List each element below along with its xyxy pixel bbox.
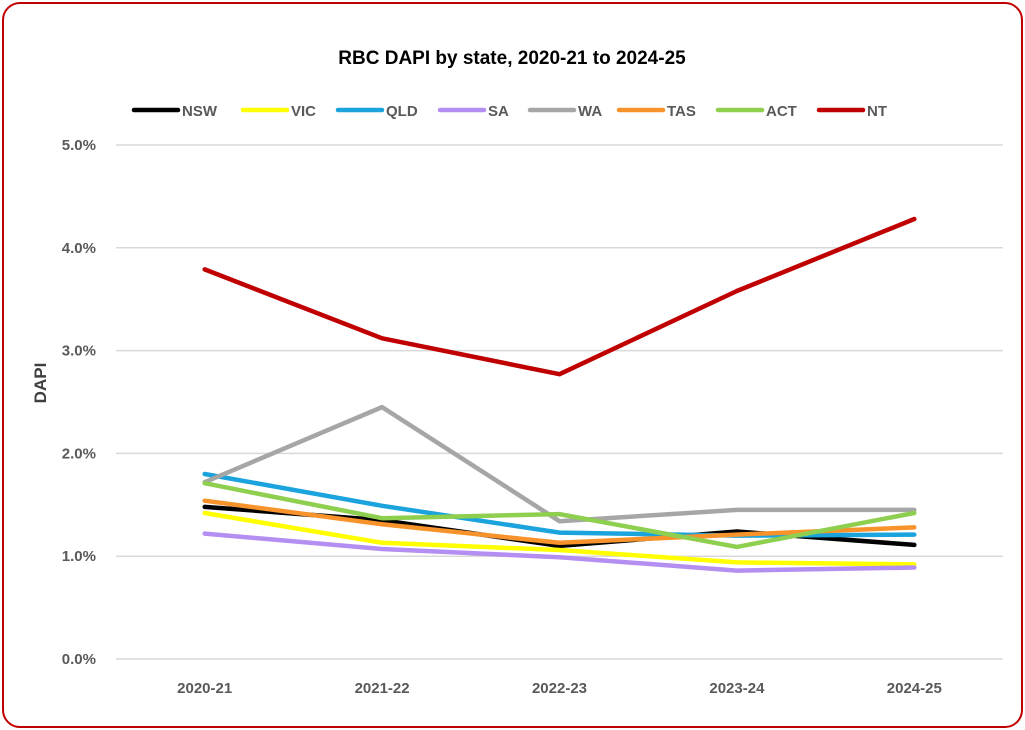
series-line-sa — [202, 531, 917, 573]
x-tick-label: 2020-21 — [177, 680, 232, 697]
series-line-act — [202, 480, 917, 550]
legend-item-nsw: NSW — [131, 103, 218, 120]
series-line-tas — [202, 498, 917, 546]
y-tick-label: 3.0% — [62, 343, 96, 360]
legend-label: WA — [578, 103, 602, 120]
y-tick-label: 2.0% — [62, 445, 96, 462]
legend-label: SA — [488, 103, 509, 120]
x-tick-label: 2022-23 — [532, 680, 587, 697]
y-tick-label: 4.0% — [62, 240, 96, 257]
legend-item-wa: WA — [527, 103, 602, 120]
y-axis-label: DAPI — [31, 363, 50, 404]
series-line-vic — [202, 510, 917, 567]
legend-label: VIC — [291, 103, 316, 120]
legend-item-sa: SA — [437, 103, 509, 120]
legend-label: NT — [867, 103, 887, 120]
legend-label: ACT — [766, 103, 797, 120]
series-line-nt — [202, 216, 917, 377]
legend: NSW VIC QLD SA WA TAS ACT NT — [131, 103, 887, 120]
y-tick-label: 0.0% — [62, 651, 96, 668]
y-tick-label: 1.0% — [62, 548, 96, 565]
x-tick-label: 2021-22 — [355, 680, 410, 697]
chart-title: RBC DAPI by state, 2020-21 to 2024-25 — [338, 48, 686, 69]
legend-item-tas: TAS — [616, 103, 696, 120]
legend-label: QLD — [386, 103, 418, 120]
legend-item-qld: QLD — [335, 103, 418, 120]
legend-item-nt: NT — [816, 103, 887, 120]
legend-label: NSW — [182, 103, 218, 120]
x-tick-label: 2023-24 — [709, 680, 765, 697]
series-line-wa — [202, 404, 917, 524]
legend-label: TAS — [667, 103, 696, 120]
y-axis-ticks: 0.0% 1.0% 2.0% 3.0% 4.0% 5.0% — [62, 137, 96, 668]
legend-item-vic: VIC — [240, 103, 316, 120]
y-tick-label: 5.0% — [62, 137, 96, 154]
x-tick-label: 2024-25 — [887, 680, 942, 697]
legend-item-act: ACT — [715, 103, 797, 120]
gridlines — [116, 144, 1003, 660]
x-axis-ticks: 2020-21 2021-22 2022-23 2023-24 2024-25 — [177, 680, 942, 697]
series-lines — [202, 216, 917, 573]
